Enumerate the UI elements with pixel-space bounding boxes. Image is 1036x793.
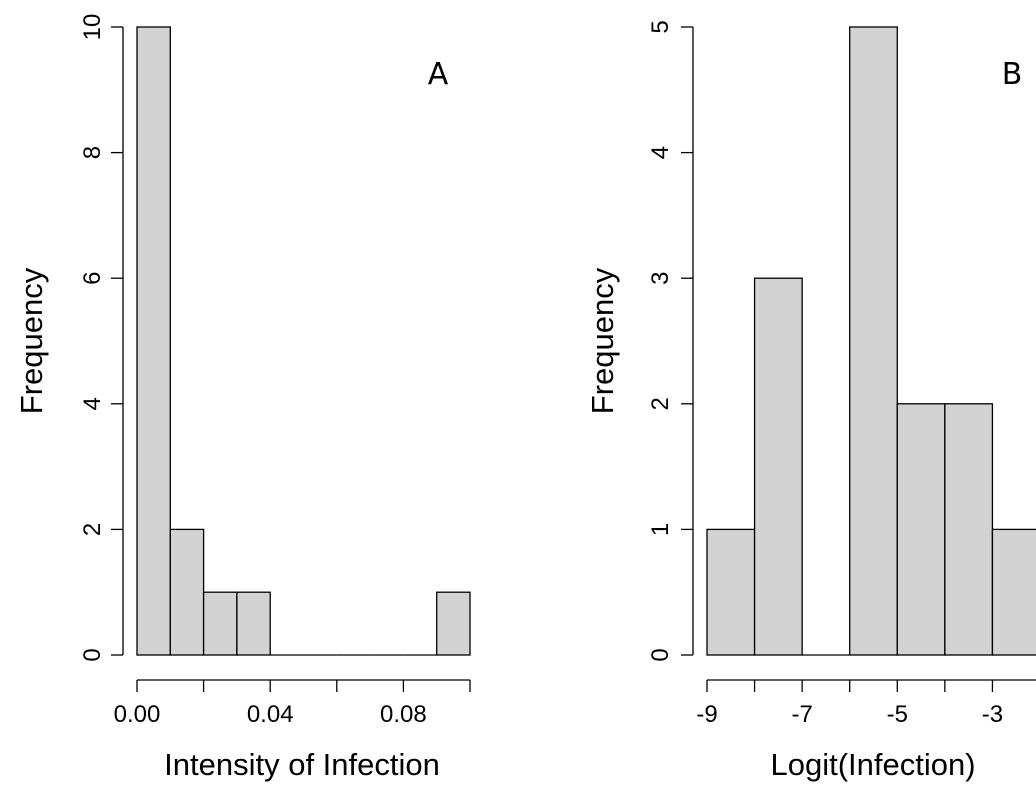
panel-b-y-tick-label: 3 (647, 272, 674, 285)
panel-a-x-axis-title: Intensity of Infection (164, 747, 440, 782)
panel-a-bar-1 (169, 528, 205, 656)
panel-a-bar-9 (436, 591, 471, 656)
panel-b-y-tick-label: 0 (647, 648, 674, 661)
panel-a-y-tick-label: 8 (79, 146, 106, 159)
panel-b-bar-3 (849, 26, 898, 656)
panel-a-bar-2 (202, 591, 238, 656)
panel-b-x-tick-label: -9 (696, 701, 717, 728)
panel-a-y-tick-label: 2 (79, 523, 106, 536)
panel-b-label: B (1002, 57, 1023, 92)
panel-a-y-tick-label: 4 (79, 397, 106, 410)
panel-b-y-tick-label: 1 (647, 523, 674, 536)
panel-a-y-tick-label: 0 (79, 648, 106, 661)
panel-b-bar-5 (944, 403, 994, 656)
panel-b-y-tick-label: 5 (647, 20, 674, 33)
panel-b-y-axis-title: Frequency (585, 267, 620, 414)
panel-a-y-axis-title: Frequency (14, 267, 49, 414)
panel-a-bar-3 (236, 591, 271, 656)
panel-a-label: A (428, 57, 449, 92)
panel-b-bar-0 (706, 528, 756, 656)
panel-b-bar-1 (753, 277, 803, 656)
panel-b-x-tick-label: -3 (982, 701, 1003, 728)
panel-a-histogram: A Intensity of Infection Frequency 0.00 0… (14, 14, 471, 782)
panel-b-y-tick-label: 4 (647, 146, 674, 159)
panel-b-x-tick-label: -7 (791, 701, 812, 728)
panel-a-x-tick-label: 0.00 (114, 701, 161, 728)
panel-a-x-tick-label: 0.08 (380, 701, 427, 728)
panel-b-bar-6 (991, 528, 1036, 656)
panel-a-bar-0 (136, 26, 171, 656)
panel-b-x-axis-title: Logit(Infection) (770, 747, 975, 782)
panel-a-y-tick-label: 6 (79, 272, 106, 285)
panel-a-y-tick-label: 10 (79, 14, 106, 41)
panel-b-x-tick-label: -5 (887, 701, 908, 728)
panel-b-histogram: B Logit(Infection) Frequency -9 -7 -5 -3 0 1 2… (585, 20, 1036, 782)
panel-b-y-tick-label: 2 (647, 397, 674, 410)
panel-b-bar-4 (896, 403, 946, 656)
panel-a-x-tick-label: 0.04 (247, 701, 294, 728)
